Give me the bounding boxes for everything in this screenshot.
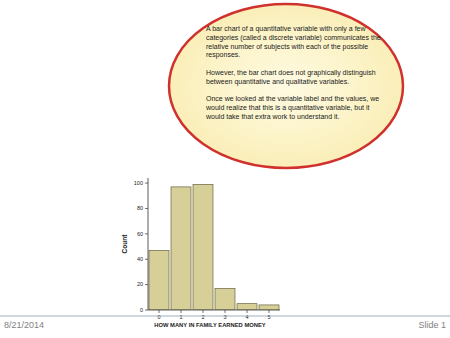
callout-line: responses. [206,51,240,59]
x-tick [225,310,226,313]
x-tick-label: 1 [179,314,182,320]
y-tick-label: 100 [134,180,143,186]
callout-line: would take that extra work to understand… [205,113,340,120]
y-tick-label: 40 [137,256,143,262]
y-tick-label: 60 [137,231,143,237]
y-tick [145,183,148,184]
bar [149,250,169,310]
x-tick-label: 2 [201,314,204,320]
x-axis [148,310,280,311]
y-tick [145,284,148,285]
y-axis [148,178,149,310]
x-tick [247,310,248,313]
x-axis-label: HOW MANY IN FAMILY EARNED MONEY [154,322,265,328]
callout-line: However, the bar chart does not graphica… [206,69,376,77]
x-tick-label: 0 [157,314,160,320]
x-tick [203,310,204,313]
y-tick [145,233,148,234]
bar [259,305,279,310]
x-tick [181,310,182,313]
bar [193,184,213,310]
x-tick [269,310,270,313]
slide-number: Slide 1 [418,320,446,330]
y-tick-label: 0 [140,307,143,313]
callout-line: A bar chart of a quantitative variable w… [206,25,366,33]
callout-line: categories (called a discrete variable) … [206,34,381,42]
x-tick-label: 3 [223,314,226,320]
callout-line: would realize that this is a quantitativ… [205,104,369,112]
y-tick-label: 80 [137,205,143,211]
bar [237,304,257,310]
callout-line: relative number of subjects with each of… [206,43,368,51]
y-tick [145,208,148,209]
callout-oval [169,4,403,168]
callout-line: Once we looked at the variable label and… [206,95,379,102]
slide-date: 8/21/2014 [4,320,44,330]
x-tick [159,310,160,313]
y-tick-label: 20 [137,281,143,287]
bar [171,187,191,310]
bar [215,288,235,310]
y-axis-label: Count [121,234,128,254]
footer-rule [0,316,450,317]
slide: 0 20 40 60 80 100 0 1 2 3 4 5 Count HOW MANY IN FAMIL… [0,0,450,338]
y-tick [145,259,148,260]
callout-line: between quantitative and qualitative var… [206,78,349,86]
x-tick-label: 4 [245,314,248,320]
y-tick [145,310,148,311]
bars [149,184,279,310]
x-tick-label: 5 [267,314,270,320]
